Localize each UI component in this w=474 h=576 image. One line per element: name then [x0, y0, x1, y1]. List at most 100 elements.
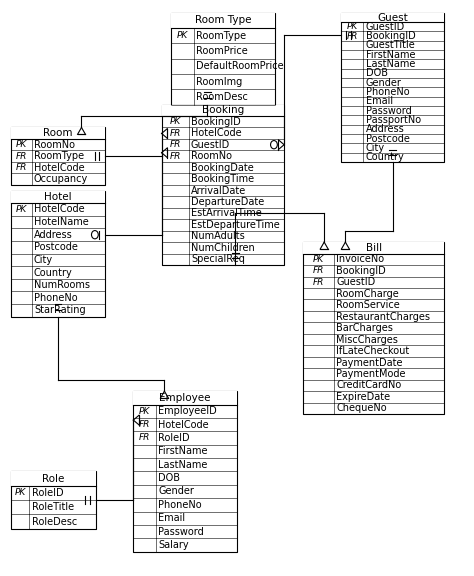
- Text: HotelCode: HotelCode: [34, 162, 84, 173]
- Text: City: City: [366, 143, 385, 153]
- Text: HotelCode: HotelCode: [158, 420, 209, 430]
- Text: Email: Email: [158, 513, 186, 523]
- Text: StarRating: StarRating: [34, 305, 85, 315]
- FancyBboxPatch shape: [11, 471, 96, 486]
- Text: FR: FR: [16, 163, 27, 172]
- Text: MiscCharges: MiscCharges: [337, 335, 398, 344]
- Text: Occupancy: Occupancy: [34, 174, 88, 184]
- FancyBboxPatch shape: [341, 13, 444, 22]
- Text: Password: Password: [366, 105, 411, 116]
- Text: FirstName: FirstName: [158, 446, 208, 456]
- Text: ArrivalDate: ArrivalDate: [191, 185, 246, 196]
- Text: RoleID: RoleID: [158, 433, 190, 443]
- Text: FR: FR: [139, 420, 150, 429]
- Text: Role: Role: [42, 473, 64, 484]
- Text: LastName: LastName: [158, 460, 208, 470]
- Text: PaymentMode: PaymentMode: [337, 369, 406, 379]
- Text: BookingID: BookingID: [191, 117, 241, 127]
- Text: GuestTitle: GuestTitle: [366, 40, 416, 51]
- Text: BookingTime: BookingTime: [191, 174, 254, 184]
- Text: RoomImg: RoomImg: [196, 77, 242, 86]
- Text: Bill: Bill: [365, 243, 382, 253]
- FancyBboxPatch shape: [11, 127, 105, 185]
- Text: LastName: LastName: [366, 59, 415, 69]
- Text: Address: Address: [366, 124, 405, 134]
- Text: PK: PK: [313, 255, 324, 264]
- FancyBboxPatch shape: [162, 105, 284, 116]
- Text: Hotel: Hotel: [44, 192, 72, 202]
- Text: HotelCode: HotelCode: [191, 128, 242, 138]
- Text: PK: PK: [177, 31, 188, 40]
- Text: RoleID: RoleID: [32, 488, 64, 498]
- Text: GuestID: GuestID: [337, 277, 376, 287]
- Text: ExpireDate: ExpireDate: [337, 392, 391, 402]
- Text: FR: FR: [169, 151, 181, 161]
- Text: RoomService: RoomService: [337, 300, 400, 310]
- Text: DepartureDate: DepartureDate: [191, 197, 264, 207]
- Text: InvoiceNo: InvoiceNo: [337, 255, 384, 264]
- Text: Employee: Employee: [159, 393, 211, 403]
- Text: BarCharges: BarCharges: [337, 323, 393, 333]
- FancyBboxPatch shape: [133, 391, 237, 404]
- Text: PassportNo: PassportNo: [366, 115, 421, 125]
- Text: PhoneNo: PhoneNo: [34, 293, 78, 303]
- Text: EmployeeID: EmployeeID: [158, 406, 217, 416]
- Text: DOB: DOB: [366, 69, 388, 78]
- Text: SpecialReq: SpecialReq: [191, 255, 245, 264]
- Text: Room: Room: [43, 128, 73, 138]
- Text: EstArrivalTime: EstArrivalTime: [191, 209, 262, 218]
- Text: FR: FR: [313, 278, 324, 287]
- Text: BookingDate: BookingDate: [191, 162, 254, 173]
- Text: PK: PK: [16, 140, 27, 149]
- Text: RestaurantCharges: RestaurantCharges: [337, 312, 430, 321]
- Text: FR: FR: [169, 140, 181, 149]
- Text: NumAdults: NumAdults: [191, 232, 245, 241]
- Text: Email: Email: [366, 96, 393, 107]
- Text: PK: PK: [346, 22, 358, 31]
- Text: HotelName: HotelName: [34, 217, 89, 227]
- FancyBboxPatch shape: [171, 13, 275, 105]
- Text: DefaultRoomPrice: DefaultRoomPrice: [196, 62, 284, 71]
- Text: RoomType: RoomType: [196, 31, 246, 41]
- FancyBboxPatch shape: [171, 13, 275, 28]
- FancyBboxPatch shape: [11, 127, 105, 139]
- FancyBboxPatch shape: [303, 242, 444, 253]
- Text: GuestID: GuestID: [191, 140, 230, 150]
- Text: RoomPrice: RoomPrice: [196, 46, 248, 56]
- Text: RoomCharge: RoomCharge: [337, 289, 399, 299]
- Text: FR: FR: [139, 434, 150, 442]
- Text: PK: PK: [139, 407, 150, 416]
- Text: BookingID: BookingID: [366, 31, 416, 41]
- FancyBboxPatch shape: [11, 191, 105, 317]
- Text: HotelCode: HotelCode: [34, 204, 84, 214]
- FancyBboxPatch shape: [11, 471, 96, 529]
- FancyBboxPatch shape: [303, 242, 444, 414]
- Text: Postcode: Postcode: [34, 242, 78, 252]
- FancyBboxPatch shape: [162, 105, 284, 265]
- Text: FR: FR: [169, 128, 181, 138]
- Text: RoleDesc: RoleDesc: [32, 517, 77, 526]
- Text: NumChildren: NumChildren: [191, 243, 255, 253]
- Text: PK: PK: [170, 118, 181, 126]
- Text: FR: FR: [313, 266, 324, 275]
- Text: Guest: Guest: [377, 13, 408, 22]
- FancyBboxPatch shape: [341, 13, 444, 162]
- Text: FirstName: FirstName: [366, 50, 415, 60]
- Text: RoomDesc: RoomDesc: [196, 92, 248, 102]
- Text: ChequeNo: ChequeNo: [337, 403, 387, 414]
- Text: CreditCardNo: CreditCardNo: [337, 380, 401, 391]
- FancyBboxPatch shape: [133, 391, 237, 552]
- Text: DOB: DOB: [158, 473, 181, 483]
- Text: Booking: Booking: [202, 105, 244, 115]
- Text: PK: PK: [16, 205, 27, 214]
- Text: Postcode: Postcode: [366, 134, 410, 143]
- Text: Salary: Salary: [158, 540, 189, 550]
- Text: BookingID: BookingID: [337, 266, 386, 276]
- Text: RoomType: RoomType: [34, 151, 84, 161]
- Text: Password: Password: [158, 526, 204, 537]
- Text: RoomNo: RoomNo: [34, 140, 75, 150]
- Text: PaymentDate: PaymentDate: [337, 358, 403, 367]
- Text: GuestID: GuestID: [366, 22, 405, 32]
- Text: Country: Country: [34, 267, 73, 278]
- Text: RoomNo: RoomNo: [191, 151, 232, 161]
